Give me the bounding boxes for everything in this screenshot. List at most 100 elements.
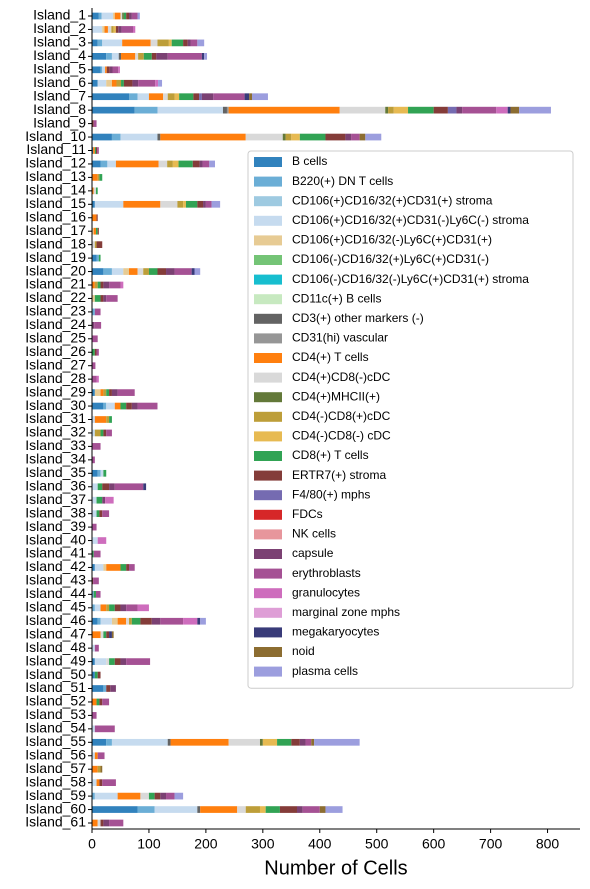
bar-segment	[106, 685, 111, 692]
bar-segment	[96, 779, 100, 786]
bar-segment	[155, 79, 159, 87]
bar-segment	[92, 12, 99, 20]
bar-segment	[131, 402, 138, 410]
y-tick-label: Island_25	[25, 330, 86, 346]
bar-segment	[92, 765, 98, 773]
bar-segment	[92, 241, 95, 248]
bar-segment	[94, 416, 107, 423]
bar-segment	[106, 389, 110, 396]
bar-segment	[92, 335, 98, 343]
y-tick-label: Island_33	[25, 437, 86, 453]
bar-segment	[388, 106, 394, 114]
bar-segment	[160, 792, 167, 800]
bar-segment	[106, 66, 110, 74]
bar-segment	[118, 66, 120, 74]
y-tick-label: Island_55	[25, 733, 86, 749]
bar-segment	[109, 658, 115, 665]
bar-segment	[365, 133, 382, 141]
legend-swatch	[254, 176, 282, 187]
bar-segment	[94, 241, 97, 248]
bar-segment	[244, 93, 250, 101]
bar-segment	[94, 604, 101, 612]
bar-segment	[185, 200, 198, 208]
y-tick-label: Island_2	[33, 20, 86, 36]
y-tick-label: Island_5	[33, 61, 86, 77]
legend-swatch	[254, 215, 282, 226]
bar-segment	[111, 617, 118, 625]
bar-segment	[92, 712, 97, 719]
x-tick-label: 100	[137, 836, 161, 852]
bar-segment	[179, 93, 194, 101]
y-tick-label: Island_1	[33, 7, 86, 23]
bar-segment	[97, 281, 101, 289]
bar-segment	[97, 39, 103, 47]
bar-segment	[92, 523, 97, 531]
x-tick-label: 800	[536, 836, 560, 852]
bar-segment	[456, 106, 463, 114]
bar-segment	[102, 26, 105, 33]
bar-segment	[96, 698, 100, 706]
y-tick-label: Island_29	[25, 383, 86, 399]
legend-swatch	[254, 294, 282, 305]
bar-segment	[106, 53, 112, 60]
y-tick-label: Island_4	[33, 47, 86, 63]
bar-segment	[92, 725, 95, 733]
y-tick-label: Island_49	[25, 652, 86, 668]
bar-segment	[92, 550, 94, 558]
legend-label: erythroblasts	[292, 566, 361, 580]
y-tick-label: Island_38	[25, 504, 86, 520]
bar-segment	[92, 577, 94, 585]
bar-segment	[325, 133, 346, 141]
bar-segment	[123, 268, 130, 275]
bar-segment	[94, 671, 98, 679]
bar-segment	[109, 389, 112, 396]
bar-segment	[92, 469, 98, 477]
x-tick-label: 300	[251, 836, 275, 852]
legend-label: B cells	[292, 154, 327, 168]
bar-segment	[114, 483, 144, 491]
y-tick-label: Island_6	[33, 74, 86, 90]
bar-segment	[157, 133, 161, 141]
bar-segment	[151, 53, 157, 60]
bar-segment	[117, 617, 127, 625]
bar-segment	[94, 644, 99, 652]
legend-swatch	[254, 255, 282, 265]
y-tick-label: Island_40	[25, 531, 86, 547]
bar-segment	[178, 160, 193, 168]
legend-swatch	[254, 549, 282, 559]
bar-segment	[120, 281, 124, 289]
y-tick-label: Island_7	[33, 87, 86, 103]
bar-segment	[95, 591, 101, 598]
y-tick-label: Island_14	[25, 182, 86, 198]
y-tick-label: Island_27	[25, 356, 86, 372]
bar-segment	[154, 792, 161, 800]
bar-segment	[197, 806, 201, 813]
legend-swatch	[254, 627, 282, 638]
bar-segment	[291, 738, 300, 746]
bar-segment	[106, 631, 110, 639]
bar-segment	[160, 200, 178, 208]
bar-segment	[92, 779, 97, 786]
bar-segment	[92, 281, 95, 289]
bar-segment	[92, 79, 98, 87]
bar-segment	[100, 469, 104, 477]
bar-segment	[143, 53, 152, 60]
bar-segment	[97, 819, 101, 827]
bar-segment	[121, 53, 136, 60]
bar-segment	[385, 106, 389, 114]
y-tick-label: Island_61	[25, 814, 86, 830]
bar-segment	[126, 617, 130, 625]
bar-segment	[107, 26, 112, 33]
bar-segment	[129, 564, 135, 571]
bar-segment	[103, 389, 107, 396]
y-tick-label: Island_47	[25, 625, 86, 641]
bar-segment	[157, 268, 167, 275]
bar-segment	[167, 738, 171, 746]
bar-segment	[96, 496, 103, 504]
bar-segment	[168, 39, 172, 47]
legend-swatch	[254, 274, 282, 285]
bar-segment	[277, 738, 292, 746]
x-tick-label: 0	[88, 836, 96, 852]
bar-segment	[177, 200, 184, 208]
bar-segment	[92, 564, 95, 571]
